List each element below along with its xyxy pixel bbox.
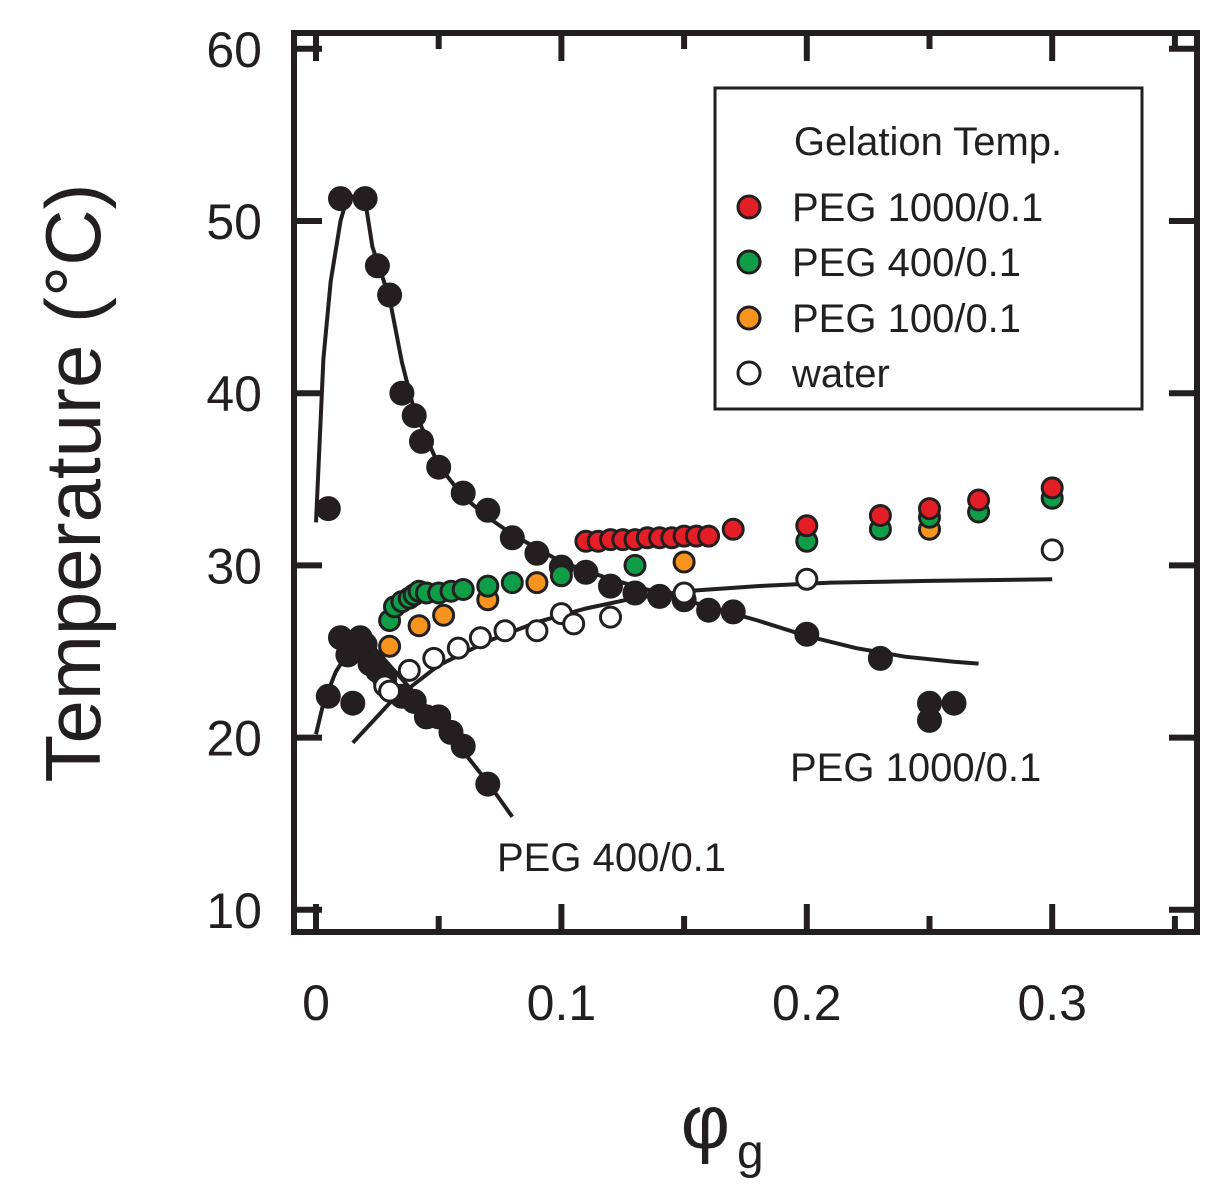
legend-label-water: water xyxy=(791,352,890,396)
point-peg-400-0-1 xyxy=(549,564,573,588)
point-peg-1000-0-1 xyxy=(721,517,745,541)
point-phase-boundary xyxy=(364,253,390,279)
point-phase-boundary xyxy=(401,403,427,429)
x-axis-label: φ xyxy=(681,1080,730,1165)
point-peg-100-0-1 xyxy=(525,571,549,595)
point-phase-boundary xyxy=(917,707,942,733)
point-peg-400-0-1 xyxy=(476,574,500,598)
point-water xyxy=(378,679,402,703)
point-peg-100-0-1 xyxy=(672,550,696,574)
legend: Gelation Temp. PEG 1000/0.1 PEG 400/0.1 … xyxy=(713,86,1144,411)
point-phase-boundary xyxy=(573,559,599,585)
y-tick-label: 50 xyxy=(206,194,262,250)
point-phase-boundary xyxy=(598,573,623,599)
point-phase-boundary xyxy=(340,690,366,716)
y-tick-labels: 10 20 30 40 50 60 xyxy=(206,22,262,939)
boundary-curve-3 xyxy=(351,577,1053,745)
point-phase-boundary xyxy=(794,621,820,647)
y-tick-label: 30 xyxy=(206,538,262,594)
point-phase-boundary xyxy=(450,480,476,506)
annotation-peg400: PEG 400/0.1 xyxy=(497,836,726,880)
point-phase-boundary xyxy=(409,428,434,454)
point-water xyxy=(599,605,622,629)
legend-label-peg1000: PEG 1000/0.1 xyxy=(792,186,1043,230)
legend-marker-peg100 xyxy=(736,305,762,331)
legend-label-peg400: PEG 400/0.1 xyxy=(792,241,1021,285)
point-phase-boundary xyxy=(941,690,967,716)
point-phase-boundary xyxy=(426,454,452,480)
point-peg-1000-0-1 xyxy=(868,504,892,527)
point-peg-400-0-1 xyxy=(500,571,524,595)
point-water xyxy=(562,612,586,636)
axis-ticks xyxy=(294,33,1197,932)
point-phase-boundary xyxy=(720,599,746,625)
legend-marker-peg1000 xyxy=(736,194,762,220)
point-peg-1000-0-1 xyxy=(697,524,721,548)
point-phase-boundary xyxy=(475,497,501,523)
legend-label-peg100: PEG 100/0.1 xyxy=(792,297,1021,341)
data-points xyxy=(315,186,1064,797)
point-phase-boundary xyxy=(315,683,341,709)
point-water xyxy=(493,619,517,643)
point-phase-boundary xyxy=(524,540,550,566)
point-phase-boundary xyxy=(622,580,648,606)
legend-marker-peg400 xyxy=(736,249,762,275)
annotation-peg1000: PEG 1000/0.1 xyxy=(790,746,1041,790)
y-axis-label: Temperature (°C) xyxy=(29,183,117,782)
legend-title: Gelation Temp. xyxy=(794,120,1062,164)
point-phase-boundary xyxy=(315,496,341,522)
point-peg-1000-0-1 xyxy=(795,514,819,538)
point-peg-1000-0-1 xyxy=(918,497,941,521)
x-tick-labels: 0 0.1 0.2 0.3 xyxy=(302,975,1087,1031)
point-water xyxy=(1040,538,1064,562)
point-peg-1000-0-1 xyxy=(967,488,991,512)
point-phase-boundary xyxy=(647,583,673,609)
legend-marker-water xyxy=(736,360,762,386)
point-phase-boundary xyxy=(450,733,476,759)
point-water xyxy=(525,619,549,643)
x-tick-label: 0.3 xyxy=(1017,975,1087,1031)
y-tick-label: 20 xyxy=(206,711,262,767)
y-tick-label: 10 xyxy=(206,883,262,939)
y-tick-label: 60 xyxy=(206,22,262,78)
x-axis-label-subscript: g xyxy=(737,1126,764,1179)
point-phase-boundary xyxy=(352,186,378,212)
point-peg-1000-0-1 xyxy=(1040,476,1064,500)
point-peg-400-0-1 xyxy=(451,578,475,601)
legend-box xyxy=(713,86,1144,411)
point-phase-boundary xyxy=(475,771,501,797)
x-tick-label: 0 xyxy=(302,975,330,1031)
point-phase-boundary xyxy=(499,525,525,551)
plot-frame xyxy=(291,30,1200,935)
point-water xyxy=(397,658,421,682)
point-phase-boundary xyxy=(377,282,403,308)
point-peg-400-0-1 xyxy=(623,553,647,577)
point-water xyxy=(468,626,492,650)
point-phase-boundary xyxy=(389,380,415,406)
point-phase-boundary xyxy=(696,597,722,623)
point-phase-boundary xyxy=(867,645,893,671)
point-peg-100-0-1 xyxy=(432,603,456,627)
y-tick-label: 40 xyxy=(206,366,262,422)
point-water xyxy=(795,567,819,591)
point-phase-boundary xyxy=(328,186,353,212)
point-peg-100-0-1 xyxy=(378,634,402,658)
x-tick-label: 0.2 xyxy=(772,975,842,1031)
point-water xyxy=(446,636,470,660)
point-water xyxy=(672,581,696,605)
x-tick-label: 0.1 xyxy=(527,975,597,1031)
point-water xyxy=(422,646,446,670)
point-peg-100-0-1 xyxy=(407,614,431,638)
